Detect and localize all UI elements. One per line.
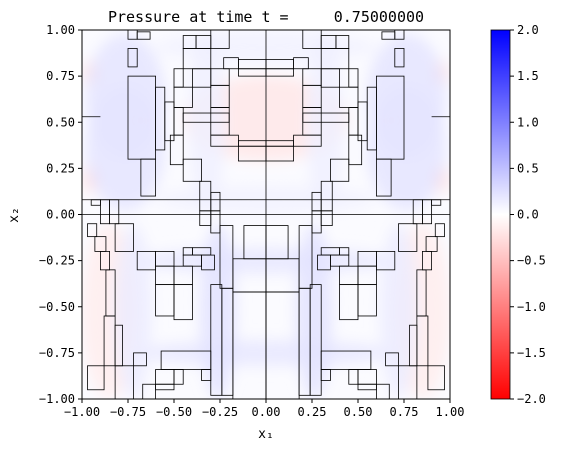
mesh-cell-102 xyxy=(191,247,212,256)
mesh-cell-80 xyxy=(114,223,134,252)
mesh-cell-125 xyxy=(298,225,313,289)
mesh-cell-48 xyxy=(127,30,138,40)
pressure-region-17 xyxy=(85,85,165,211)
mesh-cell-82 xyxy=(133,352,147,367)
mesh-cell-10 xyxy=(173,68,184,88)
mesh-cell-103 xyxy=(320,247,341,256)
mesh-cell-68 xyxy=(100,250,111,271)
mesh-cell-11 xyxy=(348,68,359,88)
x-tick-label-5: 0.25 xyxy=(298,405,327,419)
colorbar-tick-label-6: 1.0 xyxy=(517,115,539,129)
x-tick-label-3: −0.25 xyxy=(202,405,238,419)
y-tick-label-7: 0.75 xyxy=(46,69,75,83)
x-tick-label-6: 0.50 xyxy=(344,405,373,419)
colorbar: −2.0 −1.5 −1.0 −0.5 0.0 0.5 1.0 1.5 2.0 xyxy=(490,23,546,406)
x-tick-label-1: −0.75 xyxy=(110,405,146,419)
mesh-cell-43 xyxy=(329,158,350,182)
colorbar-tick-label-7: 1.5 xyxy=(517,69,539,83)
mesh-cell-42 xyxy=(182,158,202,182)
mesh-cell-108 xyxy=(173,369,184,385)
y-tick-label-5: 0.25 xyxy=(46,161,75,175)
mesh-cell-64 xyxy=(87,223,98,238)
mesh-cell-44 xyxy=(127,48,138,68)
mesh-cell-112 xyxy=(155,383,175,391)
y-tick-label-2: −0.50 xyxy=(39,300,75,314)
x-tick-label-8: 1.00 xyxy=(436,405,465,419)
y-tick-label-3: −0.25 xyxy=(39,254,75,268)
mesh-cell-65 xyxy=(434,223,445,238)
plot-area xyxy=(81,29,451,400)
chart-title: Pressure at time t = 0.75000000 xyxy=(108,8,424,26)
mesh-cell-122 xyxy=(210,210,221,234)
mesh-cell-74 xyxy=(87,365,105,391)
mesh-cell-38 xyxy=(169,134,184,166)
mesh-cell-69 xyxy=(421,250,432,271)
pressure-region-11 xyxy=(199,223,237,399)
mesh-cell-79 xyxy=(398,365,418,399)
mesh-cell-49 xyxy=(394,30,405,40)
mesh-cell-39 xyxy=(348,134,363,166)
y-tick-label-1: −0.75 xyxy=(39,346,75,360)
pressure-region-18 xyxy=(367,85,447,211)
mesh-cell-95 xyxy=(339,284,359,321)
mesh-cell-123 xyxy=(311,210,322,234)
x-tick-label-2: −0.50 xyxy=(156,405,192,419)
mesh-cell-75 xyxy=(427,365,445,391)
colorbar-tick-label-3: −0.5 xyxy=(517,254,546,268)
x-tick-label-4: 0.00 xyxy=(252,405,281,419)
mesh-cell-81 xyxy=(398,223,418,252)
y-tick-label-8: 1.00 xyxy=(46,23,75,37)
mesh-overlay xyxy=(82,30,450,399)
mesh-cell-45 xyxy=(394,48,405,68)
mesh-cell-124 xyxy=(219,225,234,289)
x-tick-label-0: −1.00 xyxy=(64,405,100,419)
y-axis-label: x₂ xyxy=(7,207,22,223)
colorbar-gradient xyxy=(490,29,511,400)
mesh-cell-41 xyxy=(375,158,392,197)
mesh-cell-109 xyxy=(348,369,359,385)
colorbar-tick-label-4: 0.0 xyxy=(517,208,539,222)
mesh-cell-94 xyxy=(173,284,193,321)
colorbar-tick-label-5: 0.5 xyxy=(517,161,539,175)
mesh-cell-113 xyxy=(357,383,377,391)
pressure-region-14 xyxy=(380,223,417,399)
x-axis-label: x₁ xyxy=(258,427,274,442)
mesh-cell-53 xyxy=(320,35,337,49)
mesh-cell-83 xyxy=(385,352,399,367)
mesh-cell-40 xyxy=(140,158,157,197)
y-axis: −1.00 −0.75 −0.50 −0.25 0.00 0.25 0.50 0.75 1.00 xyxy=(39,23,82,406)
x-tick-label-7: 0.75 xyxy=(390,405,419,419)
colorbar-tick-label-2: −1.0 xyxy=(517,300,546,314)
x-axis: −1.00 −0.75 −0.50 −0.25 0.00 0.25 0.50 0.75 1.00 xyxy=(64,399,465,419)
y-tick-label-4: 0.00 xyxy=(46,208,75,222)
colorbar-tick-label-0: −2.0 xyxy=(517,392,546,406)
colorbar-ticks: −2.0 −1.5 −1.0 −0.5 0.0 0.5 1.0 1.5 2.0 xyxy=(510,23,546,406)
mesh-cell-78 xyxy=(114,365,134,399)
pressure-region-12 xyxy=(295,223,333,399)
pressure-region-13 xyxy=(115,223,152,399)
y-tick-label-0: −1.00 xyxy=(39,392,75,406)
y-tick-label-6: 0.50 xyxy=(46,115,75,129)
colorbar-tick-label-1: −1.5 xyxy=(517,346,546,360)
mesh-cell-52 xyxy=(195,35,212,49)
colorbar-tick-label-8: 2.0 xyxy=(517,23,539,37)
